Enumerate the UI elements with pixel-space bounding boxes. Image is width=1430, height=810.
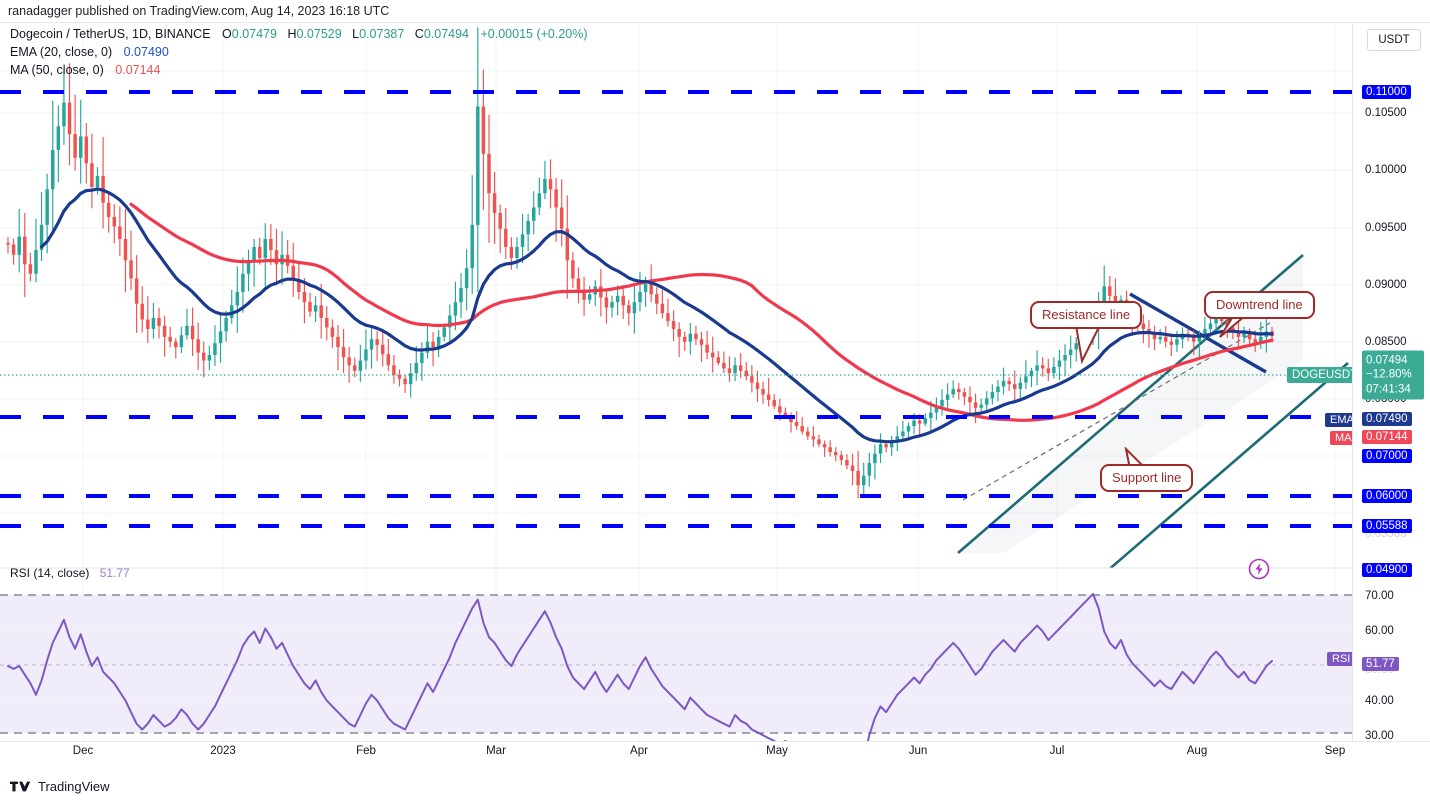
price-tick-1: 0.10000 <box>1365 164 1407 176</box>
legend-open: 0.07479 <box>231 27 277 41</box>
legend-o-label: O <box>222 27 232 41</box>
time-tick-dec: Dec <box>72 745 94 757</box>
time-tick-sep: Sep <box>1324 745 1346 757</box>
callout-downtrend-line: Downtrend line <box>1204 291 1315 319</box>
footer: TradingView <box>0 762 1430 810</box>
callout-support-line: Support line <box>1100 464 1194 492</box>
rsi-tick-70: 70.00 <box>1365 590 1394 602</box>
time-axis[interactable]: Dec 2023 Feb Mar Apr May Jun Jul Aug Sep <box>0 741 1430 762</box>
price-tick-2: 0.09500 <box>1365 222 1407 234</box>
callout-resistance-tail <box>1074 325 1102 365</box>
rsi-legend[interactable]: RSI (14, close) 51.77 <box>10 566 130 580</box>
price-tick-4: 0.08500 <box>1365 336 1407 348</box>
legend-change: +0.00015 (+0.20%) <box>480 27 588 41</box>
rsi-tick-60: 60.00 <box>1365 625 1394 637</box>
tradingview-brand-label: TradingView <box>38 778 110 794</box>
time-tick-feb: Feb <box>356 745 376 757</box>
last-price-countdown: 07:41:34 <box>1366 383 1411 396</box>
ma-legend-value: 0.07144 <box>115 63 161 77</box>
rsi-value-tag: RSI <box>1327 652 1352 666</box>
time-tick-2023: 2023 <box>210 745 236 757</box>
ema-legend[interactable]: EMA (20, close, 0) 0.07490 <box>10 45 169 59</box>
rsi-value-tag-label: RSI <box>1332 653 1351 665</box>
last-price-change: −12.80% <box>1366 368 1412 381</box>
symbol-price-tag: DOGEUSDT <box>1287 367 1352 383</box>
time-tick-may: May <box>766 745 788 757</box>
time-tick-jul: Jul <box>1049 745 1065 757</box>
ma-legend[interactable]: MA (50, close, 0) 0.07144 <box>10 63 160 77</box>
callout-resistance-label: Resistance line <box>1042 307 1131 322</box>
chart-frame: Resistance line Downtrend line Support l… <box>0 22 1430 762</box>
rsi-band <box>0 595 1352 733</box>
chart-plot-area[interactable]: Resistance line Downtrend line Support l… <box>0 23 1352 741</box>
price-tick-3: 0.09000 <box>1365 279 1407 291</box>
main-legend[interactable]: Dogecoin / TetherUS, 1D, BINANCE O0.0747… <box>10 27 588 41</box>
ema-legend-title: EMA (20, close, 0) <box>10 45 113 59</box>
price-badge-007000: 0.07000 <box>1362 449 1412 463</box>
legend-symbol: Dogecoin / TetherUS, 1D, BINANCE <box>10 27 211 41</box>
callout-support-label: Support line <box>1112 470 1182 485</box>
legend-close: 0.07494 <box>423 27 469 41</box>
ma-price-badge: 0.07144 <box>1362 430 1412 444</box>
time-grid <box>82 23 1336 741</box>
horizontal-levels <box>0 90 1352 528</box>
attribution-text: ranadagger published on TradingView.com,… <box>8 4 390 18</box>
rsi-legend-value: 51.77 <box>99 566 130 580</box>
legend-c-label: C <box>414 27 424 41</box>
time-tick-apr: Apr <box>630 745 648 757</box>
attribution-bar: ranadagger published on TradingView.com,… <box>0 0 1430 22</box>
ma-price-tag: MA <box>1330 431 1352 445</box>
last-price-badge: 0.07494 −12.80% 07:41:34 <box>1362 350 1424 400</box>
ema-legend-value: 0.07490 <box>123 45 169 59</box>
ema-price-badge: 0.07490 <box>1362 412 1412 426</box>
rsi-line <box>7 592 1273 741</box>
price-badge-011000: 0.11000 <box>1362 85 1411 99</box>
legend-h-label: H <box>287 27 297 41</box>
price-tick-0: 0.10500 <box>1365 107 1407 119</box>
ma-legend-title: MA (50, close, 0) <box>10 63 104 77</box>
time-tick-aug: Aug <box>1186 745 1208 757</box>
rsi-tick-40: 40.00 <box>1365 695 1394 707</box>
legend-l-label: L <box>352 27 360 41</box>
price-badge-006000: 0.06000 <box>1362 489 1412 503</box>
price-grid <box>0 70 1352 514</box>
last-price-value: 0.07494 <box>1366 354 1408 367</box>
callout-resistance-line: Resistance line <box>1030 301 1143 329</box>
currency-unit-label: USDT <box>1378 34 1410 46</box>
ma-price-tag-label: MA <box>1335 432 1352 444</box>
time-tick-jun: Jun <box>908 745 928 757</box>
currency-unit-box[interactable]: USDT <box>1367 29 1421 51</box>
lightning-bolt-icon[interactable] <box>1248 558 1270 580</box>
rsi-value-badge: 51.77 <box>1362 657 1399 671</box>
ema-price-tag-label: EMA <box>1330 414 1352 426</box>
time-tick-mar: Mar <box>486 745 506 757</box>
rsi-tick-30: 30.00 <box>1365 730 1394 742</box>
legend-low: 0.07387 <box>359 27 405 41</box>
symbol-price-tag-label: DOGEUSDT <box>1292 369 1352 381</box>
tradingview-mark-icon <box>10 781 31 791</box>
ema-price-tag: EMA <box>1325 413 1352 427</box>
legend-high: 0.07529 <box>296 27 342 41</box>
callout-downtrend-label: Downtrend line <box>1216 297 1303 312</box>
chart-canvas <box>0 23 1352 741</box>
price-badge-004900: 0.04900 <box>1362 563 1412 577</box>
rsi-legend-title: RSI (14, close) <box>10 566 90 580</box>
price-badge-005588: 0.05588 <box>1362 519 1412 533</box>
price-axis[interactable]: USDT 0.11000 0.10500 0.10000 0.09500 0.0… <box>1352 23 1430 742</box>
tradingview-logo[interactable]: TradingView <box>10 779 110 794</box>
candlestick-series <box>6 27 1274 499</box>
